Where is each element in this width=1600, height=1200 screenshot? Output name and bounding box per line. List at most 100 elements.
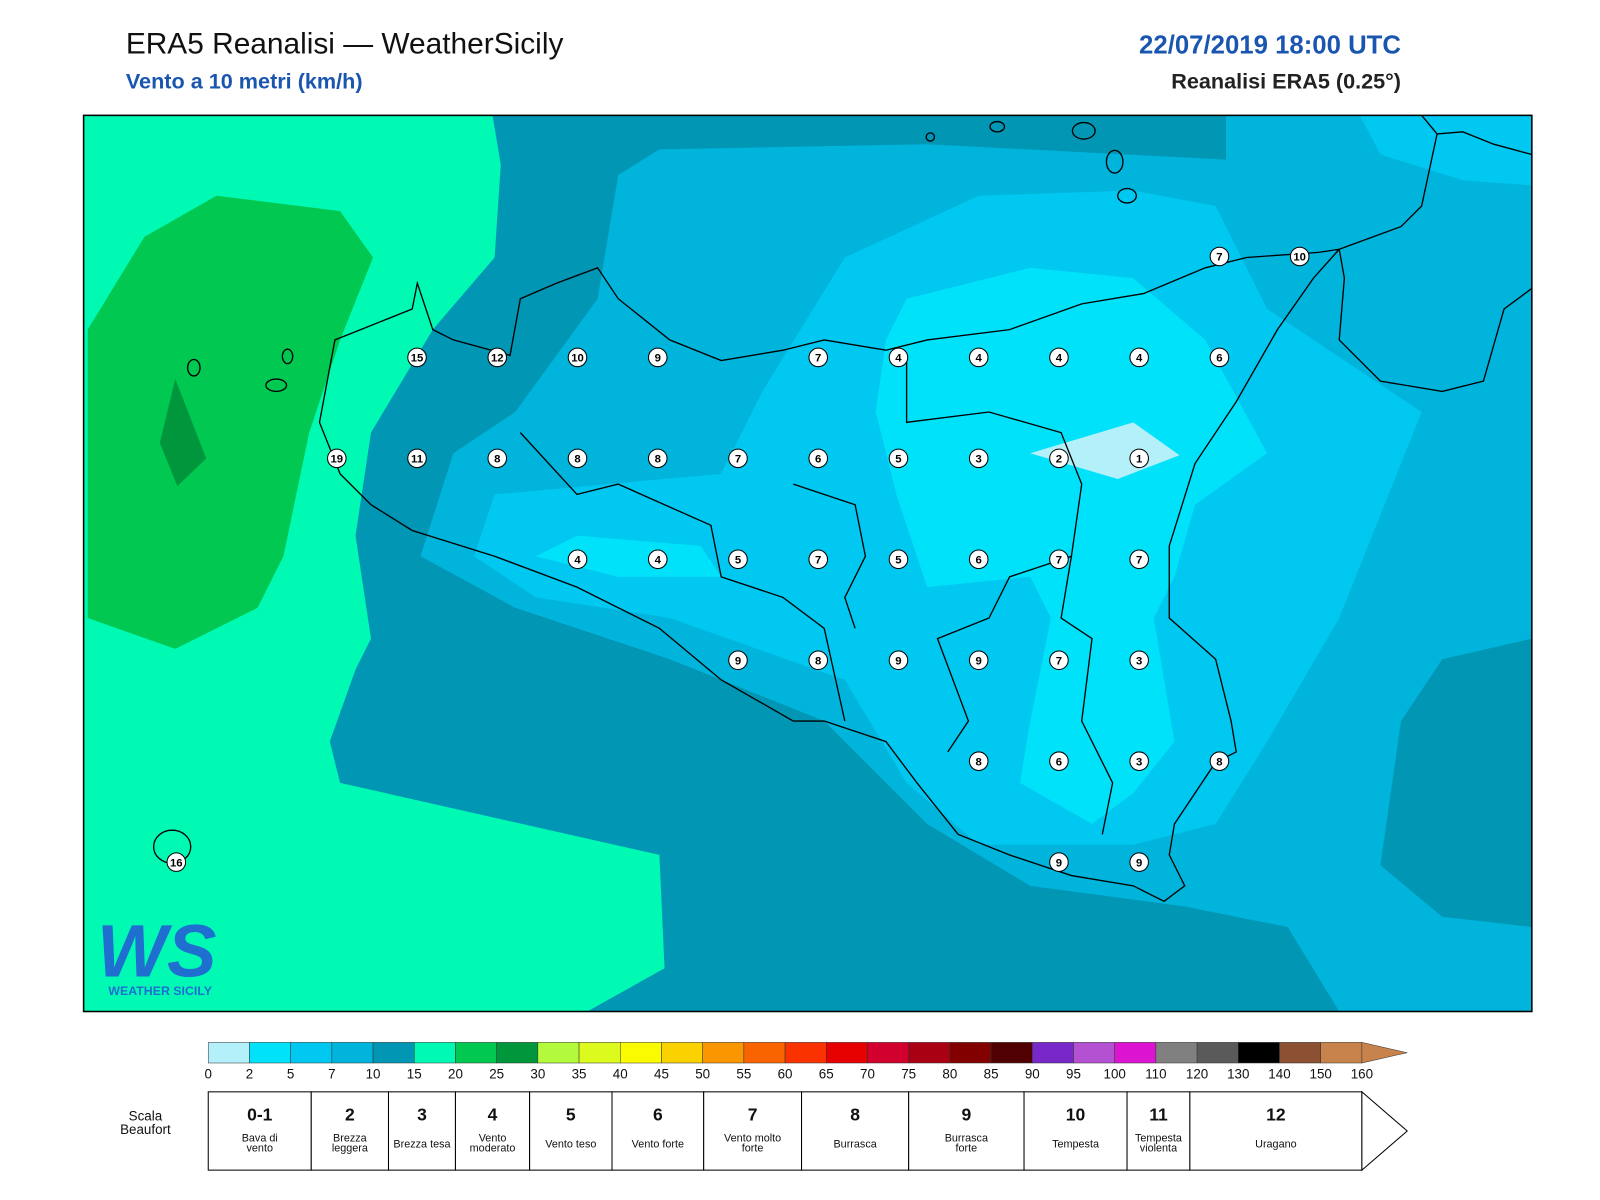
station-value: 8 bbox=[494, 453, 500, 465]
station-marker bbox=[1209, 246, 1230, 267]
station-marker bbox=[808, 650, 829, 671]
station-value: 7 bbox=[735, 453, 741, 465]
colorbar-tick-label: 100 bbox=[1104, 1066, 1126, 1081]
colorbar-bin bbox=[702, 1042, 745, 1064]
station-marker bbox=[647, 347, 668, 368]
beaufort-force: 8 bbox=[850, 1105, 860, 1125]
station-marker bbox=[1129, 347, 1149, 368]
station-marker bbox=[808, 347, 829, 368]
colorbar-tick-label: 65 bbox=[819, 1066, 834, 1081]
colorbar-bin bbox=[1196, 1042, 1239, 1064]
station-marker bbox=[888, 650, 909, 671]
station-marker bbox=[1289, 246, 1310, 267]
beaufort-name: Tempesta violenta bbox=[1135, 1133, 1182, 1155]
station-marker bbox=[647, 448, 668, 469]
colorbar-extend bbox=[1361, 1042, 1408, 1064]
datetime: 22/07/2019 18:00 UTC bbox=[1139, 32, 1401, 60]
contour-2-5 bbox=[875, 267, 1268, 825]
colorbar-bin bbox=[949, 1042, 992, 1064]
station-marker bbox=[728, 650, 748, 671]
source: Reanalisi ERA5 (0.25°) bbox=[1171, 69, 1401, 94]
station-value: 6 bbox=[815, 453, 821, 465]
island bbox=[1071, 121, 1096, 140]
colorbar-bin bbox=[908, 1042, 951, 1064]
beaufort-scale: Scala Beaufort 0-1 Bava di vento 2 Brezza le… bbox=[120, 1090, 1408, 1172]
beaufort-name: Brezza leggera bbox=[331, 1133, 368, 1155]
colorbar-bin bbox=[1032, 1042, 1074, 1064]
beaufort-desc-box: Tempesta violenta bbox=[1135, 1133, 1182, 1155]
beaufort-force: 12 bbox=[1266, 1105, 1286, 1125]
colorbar-tick-label: 140 bbox=[1268, 1066, 1290, 1081]
station-marker bbox=[567, 347, 588, 368]
station-marker bbox=[1049, 347, 1069, 368]
station-value: 2 bbox=[1056, 453, 1062, 465]
station-marker bbox=[968, 448, 989, 469]
station-marker bbox=[1049, 549, 1069, 570]
beaufort-force: 4 bbox=[488, 1105, 498, 1125]
colorbar-bin bbox=[1114, 1042, 1157, 1064]
colorbar-bin bbox=[1238, 1042, 1280, 1064]
station-marker bbox=[1129, 852, 1149, 872]
station-marker bbox=[647, 549, 668, 570]
colorbar-tick-label: 110 bbox=[1145, 1066, 1166, 1081]
station-marker bbox=[1049, 751, 1069, 771]
station-marker bbox=[808, 448, 829, 469]
station-marker bbox=[968, 549, 989, 570]
station-value: 6 bbox=[1216, 353, 1222, 365]
beaufort-cell bbox=[1189, 1091, 1363, 1171]
colorbar-tick-label: 0 bbox=[205, 1066, 212, 1081]
station-value: 7 bbox=[1056, 655, 1062, 667]
colorbar-tick-label: 120 bbox=[1186, 1066, 1208, 1081]
station-value: 4 bbox=[1136, 353, 1143, 365]
colorbar-tick-label: 80 bbox=[942, 1066, 957, 1081]
colorbar-tick-label: 55 bbox=[736, 1066, 751, 1081]
station-marker bbox=[407, 448, 427, 469]
station-value: 11 bbox=[411, 453, 423, 465]
beaufort-label: Scala Beaufort bbox=[120, 1109, 171, 1137]
beaufort-name: Tempesta bbox=[1052, 1138, 1099, 1151]
colorbar-tick-label: 130 bbox=[1227, 1066, 1249, 1081]
island bbox=[265, 378, 288, 393]
station-value: 9 bbox=[976, 655, 982, 667]
colorbar-bin bbox=[990, 1042, 1033, 1064]
station-value: 4 bbox=[574, 554, 581, 566]
colorbar-tick-label: 10 bbox=[366, 1066, 381, 1081]
colorbar-tick-label: 60 bbox=[778, 1066, 793, 1081]
colorbar-tick-label: 25 bbox=[489, 1066, 504, 1081]
station-marker bbox=[888, 549, 909, 570]
station-marker bbox=[567, 549, 588, 570]
station-value: 8 bbox=[1216, 756, 1222, 768]
colorbar-bin bbox=[1073, 1042, 1115, 1064]
colorbar-tick-label: 15 bbox=[407, 1066, 422, 1081]
beaufort-force: 10 bbox=[1066, 1105, 1086, 1125]
stations: 7 10 15 12 10 9 7 4 4 4 4 6 19 11 8 8 8 7 6 5 3 2 1 4 4 5 7 5 6 7 7 9 8 9… bbox=[166, 246, 1310, 872]
colorbar-tick-label: 5 bbox=[287, 1066, 294, 1081]
station-value: 9 bbox=[735, 655, 741, 667]
colorbar-bin bbox=[537, 1042, 580, 1064]
beaufort-desc-box: Vento moderato bbox=[469, 1133, 516, 1155]
station-marker bbox=[1129, 549, 1149, 570]
station-value: 7 bbox=[1136, 554, 1142, 566]
island bbox=[1117, 187, 1137, 204]
beaufort-desc-box: Bava di vento bbox=[242, 1133, 278, 1154]
beaufort-name: Vento forte bbox=[631, 1138, 685, 1151]
station-value: 7 bbox=[1216, 252, 1222, 264]
station-marker bbox=[407, 347, 427, 368]
beaufort-desc-box: Vento forte bbox=[631, 1138, 685, 1151]
station-value: 9 bbox=[655, 353, 661, 365]
beaufort-name: Vento moderato bbox=[469, 1133, 516, 1155]
colorbar-bin bbox=[249, 1042, 291, 1064]
beaufort-name: Vento teso bbox=[545, 1138, 597, 1151]
colorbar-tick-label: 85 bbox=[984, 1066, 999, 1081]
station-marker bbox=[567, 448, 588, 469]
beaufort-desc-box: Tempesta bbox=[1052, 1138, 1099, 1151]
beaufort-cell bbox=[310, 1091, 390, 1171]
beaufort-force: 2 bbox=[345, 1105, 355, 1125]
contour-25-30 bbox=[159, 379, 207, 487]
beaufort-cell bbox=[703, 1091, 803, 1171]
colorbar-bin bbox=[578, 1042, 621, 1064]
logo-name: WEATHER SICILY bbox=[108, 984, 212, 998]
station-value: 4 bbox=[655, 554, 662, 566]
subtitle: Vento a 10 metri (km/h) bbox=[126, 69, 363, 94]
